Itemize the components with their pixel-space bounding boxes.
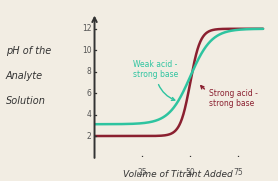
Text: Weak acid -
strong base: Weak acid - strong base — [133, 60, 178, 100]
Text: Analyte: Analyte — [6, 71, 43, 81]
Text: pH of the: pH of the — [6, 46, 51, 56]
Text: Volume of Titrant Added: Volume of Titrant Added — [123, 170, 233, 179]
Text: 25: 25 — [138, 168, 147, 177]
Text: 75: 75 — [233, 168, 243, 177]
Text: 6: 6 — [87, 89, 92, 98]
Text: 10: 10 — [82, 46, 92, 55]
Text: Solution: Solution — [6, 96, 45, 106]
Text: 12: 12 — [82, 24, 92, 33]
Text: 4: 4 — [87, 110, 92, 119]
Text: 50: 50 — [185, 168, 195, 177]
Text: 2: 2 — [87, 132, 92, 140]
Text: 8: 8 — [87, 67, 92, 76]
Text: Strong acid -
strong base: Strong acid - strong base — [201, 86, 258, 108]
